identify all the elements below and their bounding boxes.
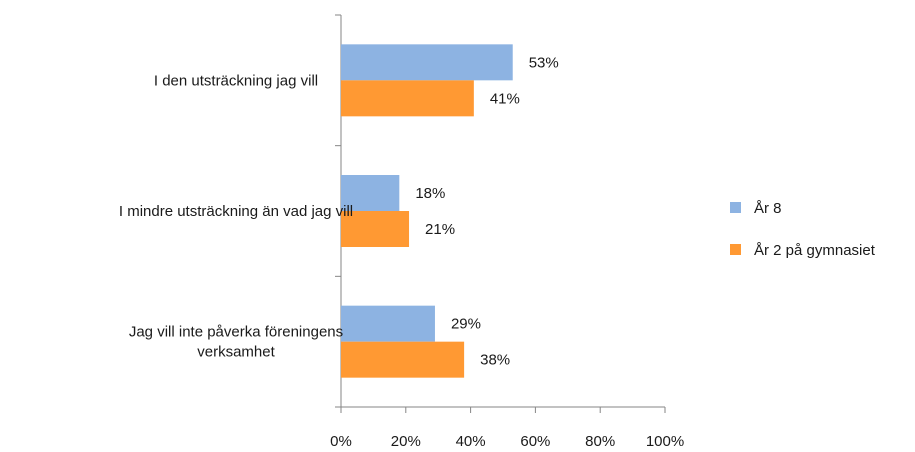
bar xyxy=(341,305,435,342)
data-label: 38% xyxy=(480,352,510,369)
category-label: I den utsträckning jag vill xyxy=(154,72,318,89)
x-tick-label: 0% xyxy=(330,433,352,450)
legend-swatch xyxy=(730,202,741,213)
bar xyxy=(341,175,400,211)
x-tick-label: 80% xyxy=(585,433,615,450)
legend-swatch xyxy=(730,244,741,255)
x-tick-label: 100% xyxy=(646,433,684,450)
data-label: 53% xyxy=(529,54,559,71)
legend-label: År 2 på gymnasiet xyxy=(754,242,876,259)
data-label: 41% xyxy=(490,90,520,107)
bar xyxy=(341,44,513,81)
x-tick-label: 40% xyxy=(456,433,486,450)
chart-labels: 53% 41% I den utsträckning jag vill 18% 21% I… xyxy=(119,54,559,368)
x-tick-label: 20% xyxy=(391,433,421,450)
data-label: 18% xyxy=(415,185,445,202)
bar xyxy=(341,341,465,378)
data-label: 29% xyxy=(451,316,481,333)
x-tick-label: 60% xyxy=(520,433,550,450)
category-label: verksamhet xyxy=(197,344,275,361)
category-label: I mindre utsträckning än vad jag vill xyxy=(119,203,353,220)
category-label: Jag vill inte påverka föreningens xyxy=(129,324,343,341)
bar xyxy=(341,80,474,117)
bar xyxy=(341,211,410,247)
data-label: 21% xyxy=(425,221,455,238)
chart-axes: 0% 20% 40% 60% 80% 100% xyxy=(330,14,684,450)
chart-legend: År 8 År 2 på gymnasiet xyxy=(730,200,876,259)
chart-bars xyxy=(341,44,513,378)
legend-label: År 8 xyxy=(754,200,782,217)
